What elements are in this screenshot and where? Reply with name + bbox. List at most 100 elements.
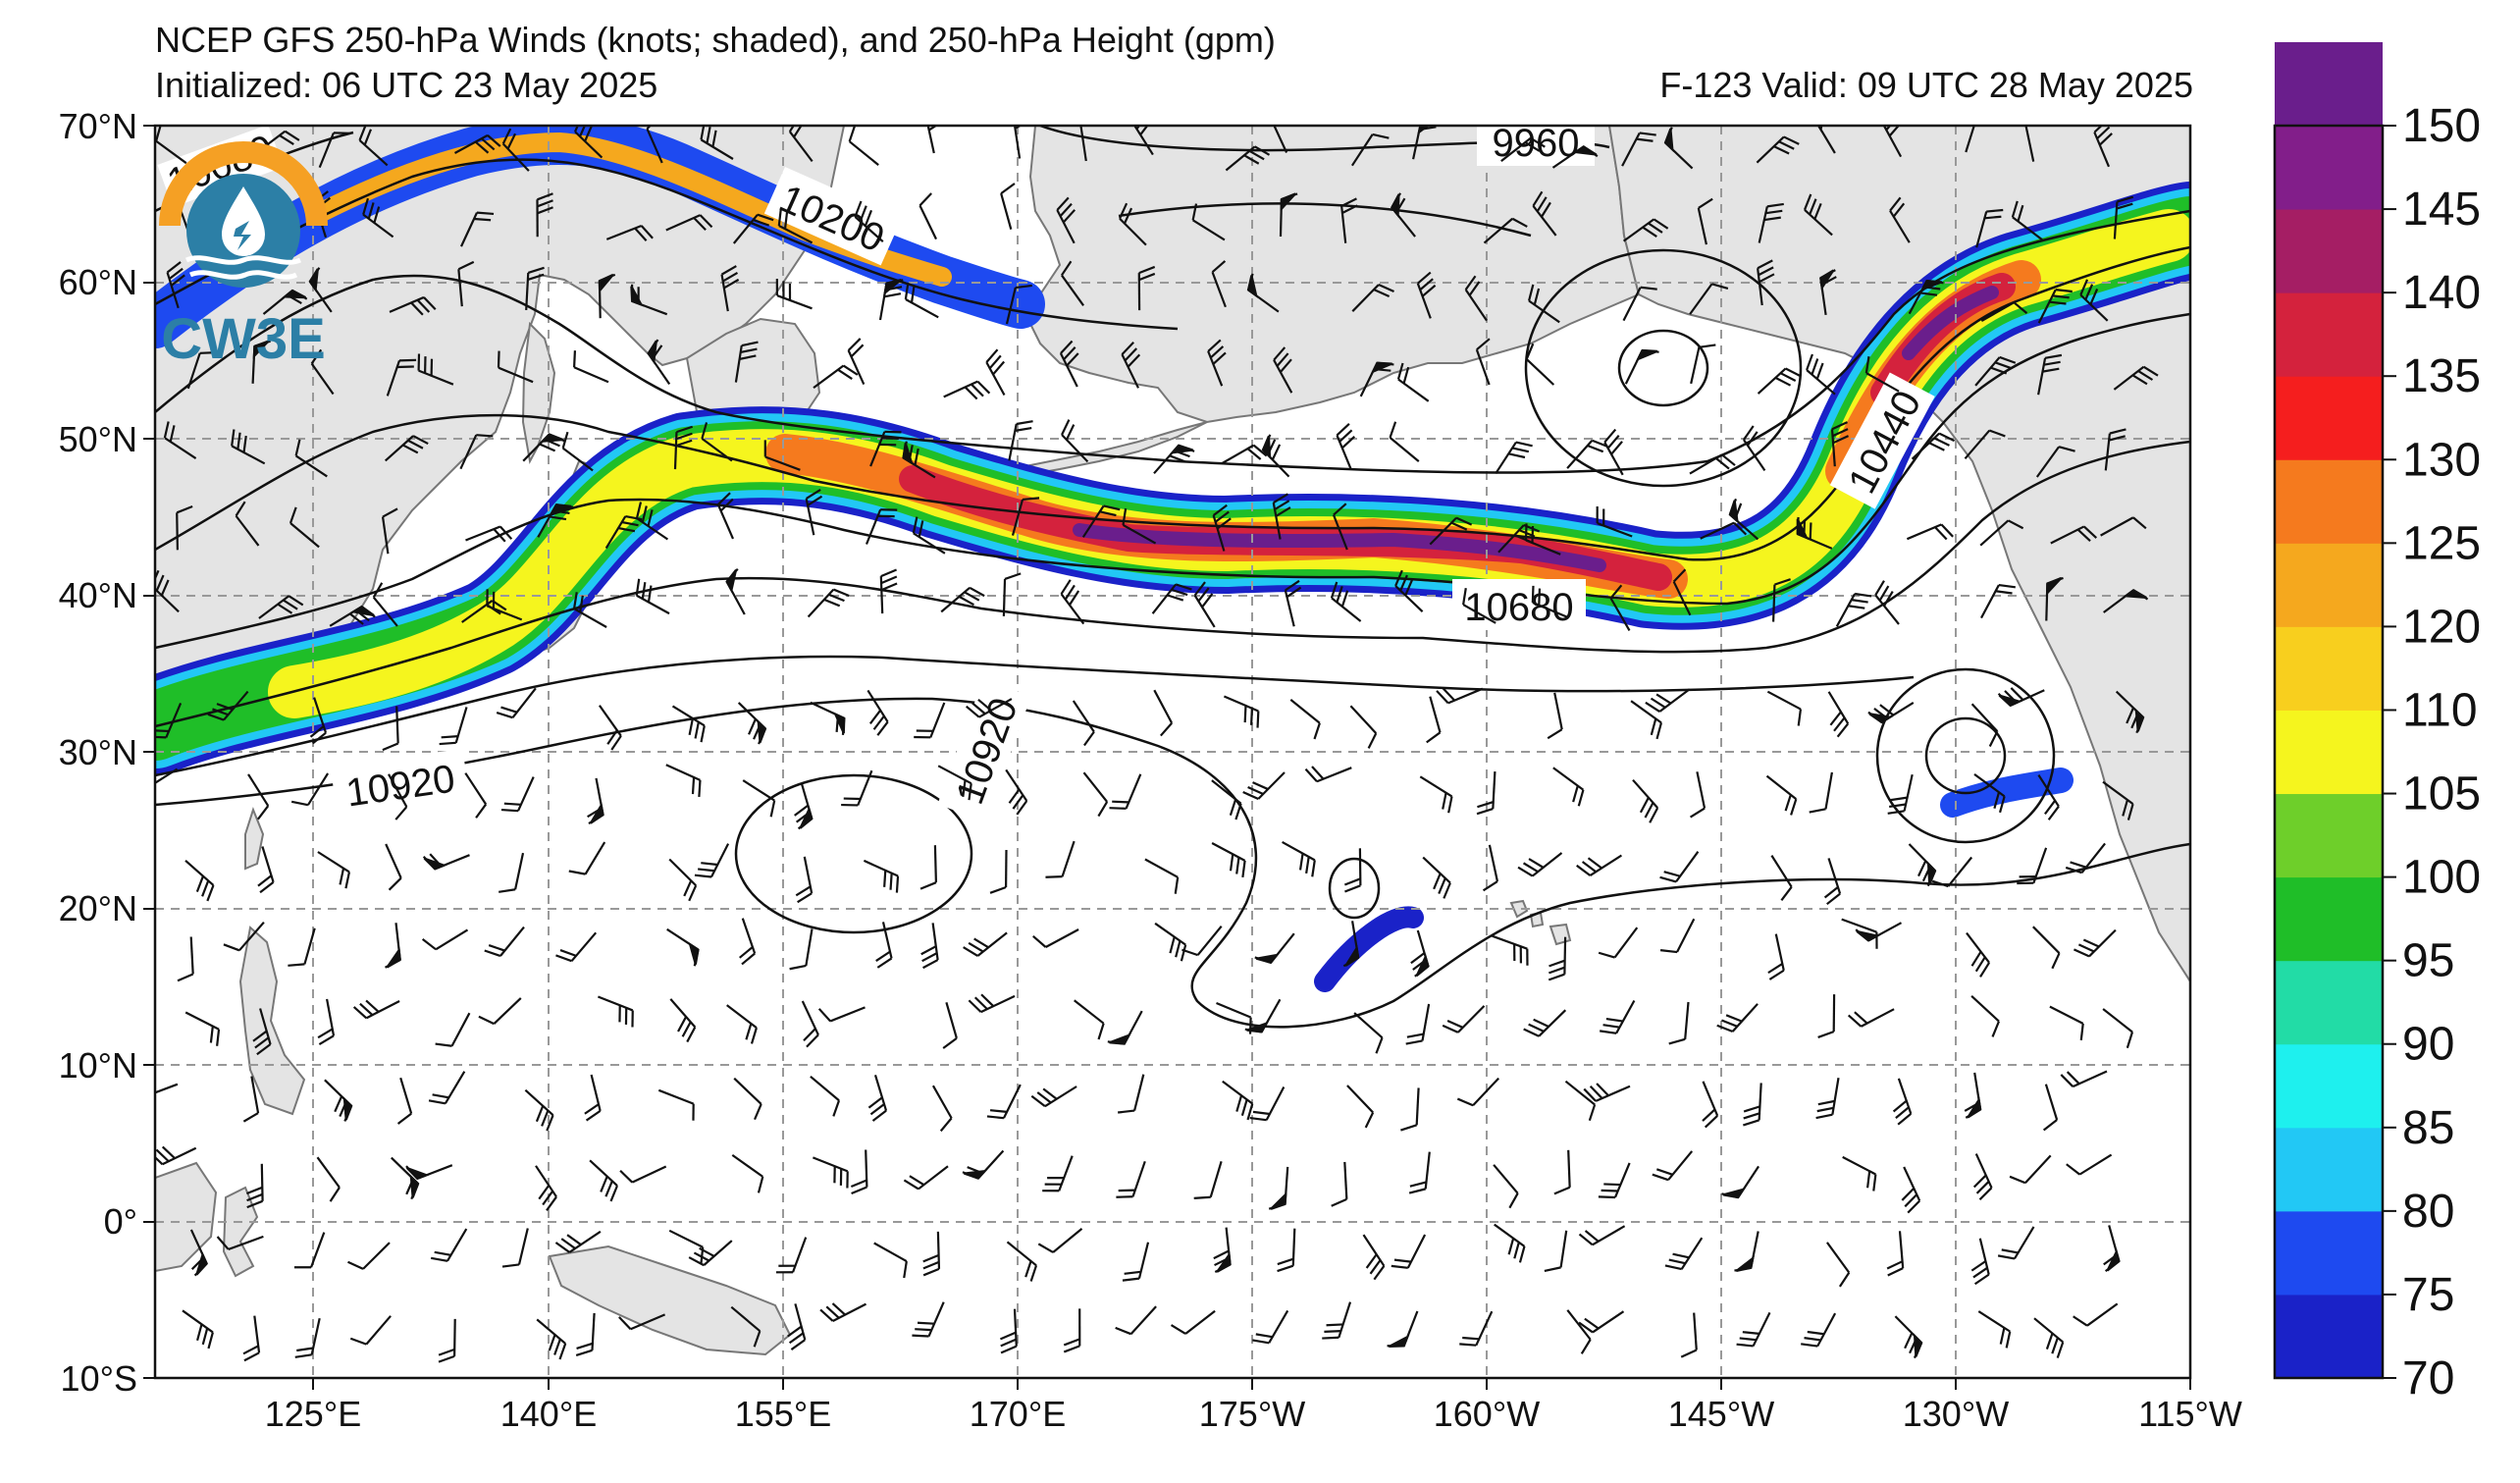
wind-barb [384,435,429,462]
wind-barb [2037,774,2060,821]
wind-barb [1221,444,1268,465]
wind-barb [2079,279,2109,322]
colorbar-tick-label: 100 [2402,852,2481,904]
wind-barb [903,1165,949,1191]
cw3e-logo: CW3E [159,141,328,371]
wind-barb [1063,1308,1081,1353]
wind-barb [1211,842,1246,877]
wind-barb [391,1156,420,1200]
wind-barb [372,582,398,627]
wind-barb [575,1312,596,1356]
wind-barb [922,1231,941,1277]
wind-barb [795,856,814,904]
wind-barb [1223,695,1260,728]
wind-barb [537,503,574,538]
lat-label-30n: 30°N [59,732,137,772]
wind-barb [1980,301,2028,322]
colorbar-swatch [2275,1127,2383,1212]
wind-barb [1659,918,1696,954]
wind-barb [1979,519,2024,547]
wind-barb [1442,1005,1486,1033]
wind-barb [1061,419,1089,463]
contour-10560 [155,312,2190,650]
wind-barb [382,706,399,752]
wind-barb [813,364,859,389]
colorbar-tick-label: 80 [2402,1186,2454,1238]
wind-barb [177,936,194,982]
wind-barb [732,213,774,244]
wind-barb [465,525,513,543]
wind-barb [688,1240,733,1267]
wind-barb [1652,1150,1694,1182]
wind-barb [554,1230,602,1253]
wind-barb [865,508,898,545]
wind-barb [1548,936,1567,981]
wind-barb [1151,583,1192,614]
wind-barb [1757,259,1775,306]
wind-barb [1622,218,1669,242]
wind-barb [1115,1305,1157,1336]
wind-barb [1244,998,1282,1033]
wind-barb [985,348,1006,397]
wind-barb [1495,441,1533,475]
wind-barb [2024,126,2041,162]
wind-barb [568,841,606,875]
wind-barb [817,1006,866,1023]
lon-label-130w: 130°W [1903,1394,2009,1434]
wind-barb [657,1088,695,1121]
wind-barb [1528,284,1560,324]
wind-barb [428,1071,466,1105]
wind-barb [460,211,495,247]
wind-barb [2102,1008,2134,1049]
wind-barb [1493,1164,1519,1209]
wind-barb [2011,200,2043,241]
wind-barb [863,859,900,893]
wind-barb [1645,688,1691,713]
wind-barb [381,507,398,555]
valid-time: F-123 Valid: 09 UTC 28 May 2025 [1659,65,2193,105]
wind-barb [2100,516,2147,537]
wind-barb [555,931,598,963]
cutoff-low-outer [1875,667,2056,844]
wind-barb [1459,1310,1494,1347]
wind-barb [1887,773,1914,815]
wind-barb [999,1308,1018,1354]
wind-barb [1181,926,1223,957]
wind-barb [2050,525,2098,545]
wind-barb [2035,446,2075,478]
wind-barb [1342,921,1360,968]
wind-barb [453,133,501,154]
wind-barb [1547,692,1563,740]
wind-barb [866,689,889,736]
wind-barb [155,702,183,739]
wind-barb [231,429,266,465]
wind-barb [1598,1162,1631,1199]
colorbar-swatch [2275,1294,2383,1379]
colorbar: 70 75 80 85 90 95 100 105 110 120 125 130 135 140 145 1… [2273,41,2481,1404]
wind-barb [1801,1312,1837,1348]
wind-barb [1072,700,1095,747]
wind-barb [1523,1009,1567,1037]
wind-barb [247,773,270,821]
wind-barb [536,192,553,238]
wind-barb [904,282,939,319]
wind-barb [1980,583,2016,619]
wind-barb [963,931,1008,957]
initialized-time: Initialized: 06 UTC 23 May 2025 [155,65,658,105]
wind-barb [1970,994,2000,1037]
lat-label-70n: 70°N [59,106,137,146]
wind-barb [584,1074,602,1122]
wind-barb [1261,434,1290,478]
latitude-labels: 70°N 60°N 50°N 40°N 30°N 20°N 10°N 0° 10… [59,106,137,1399]
wind-barb [1524,523,1561,556]
wind-barb [1847,1008,1895,1028]
wind-barb [1600,999,1636,1034]
wind-barb [1664,1237,1704,1271]
wind-barb [630,284,668,316]
wind-barb [216,1235,264,1250]
wind-barb [1118,1074,1145,1114]
wind-barb [1252,1309,1289,1345]
wind-barb [2037,289,2073,324]
wind-barb [647,339,671,386]
wind-barb [501,128,530,172]
